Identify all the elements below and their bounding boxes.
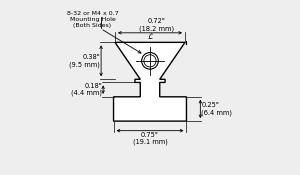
Text: 8-32 or M4 x 0.7
Mounting Hole
(Both Sides): 8-32 or M4 x 0.7 Mounting Hole (Both Sid…	[67, 11, 118, 28]
Text: 0.75"
(19.1 mm): 0.75" (19.1 mm)	[133, 132, 167, 145]
Polygon shape	[113, 42, 187, 121]
Text: 0.18"
(4.4 mm): 0.18" (4.4 mm)	[71, 83, 102, 96]
Text: 0.72"
(18.2 mm): 0.72" (18.2 mm)	[140, 18, 175, 32]
Text: 0.25"
(6.4 mm): 0.25" (6.4 mm)	[201, 102, 232, 116]
Text: $\mathit{\mathcal{L}}$: $\mathit{\mathcal{L}}$	[147, 31, 154, 41]
Text: 0.38"
(9.5 mm): 0.38" (9.5 mm)	[69, 54, 100, 68]
